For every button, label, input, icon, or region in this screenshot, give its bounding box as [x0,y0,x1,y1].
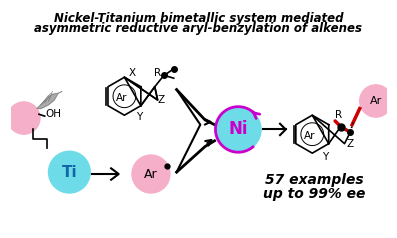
Text: asymmetric reductive aryl-benzylation of alkenes: asymmetric reductive aryl-benzylation of… [35,22,362,35]
Text: OH: OH [46,109,62,119]
Text: R: R [335,110,342,120]
Text: Ar: Ar [304,131,315,141]
Text: Ar: Ar [370,96,382,106]
Circle shape [132,155,170,193]
Text: 57 examples: 57 examples [265,173,364,187]
Circle shape [216,107,261,152]
Text: Ar: Ar [116,93,127,103]
Text: Y: Y [137,112,143,122]
Text: Nickel-Titanium bimetallic system mediated: Nickel-Titanium bimetallic system mediat… [54,12,343,25]
Text: Ni: Ni [229,120,248,139]
Text: Ti: Ti [62,165,77,180]
Circle shape [8,102,40,134]
Text: Z: Z [158,95,165,105]
Text: up to 99% ee: up to 99% ee [263,187,365,201]
Text: R: R [154,69,161,79]
Text: Z: Z [347,139,354,149]
Text: Ar: Ar [144,168,158,181]
Text: X: X [129,68,135,78]
Circle shape [48,151,90,193]
Polygon shape [37,93,58,109]
Circle shape [360,85,392,117]
Text: Y: Y [322,152,329,162]
